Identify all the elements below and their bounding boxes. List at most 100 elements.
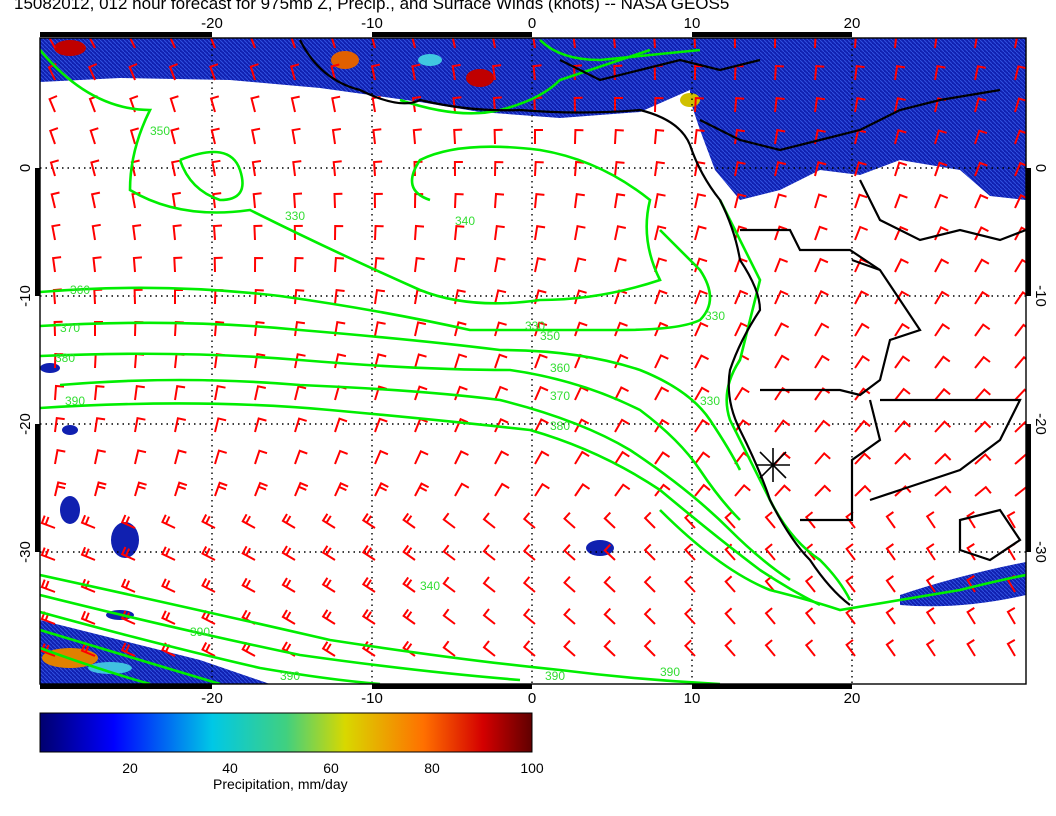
wind-barb [534, 450, 550, 465]
wind-barb [654, 193, 666, 209]
wind-barb [654, 160, 665, 177]
wind-barb [574, 483, 591, 497]
contour-line [40, 352, 741, 521]
wind-barb [50, 191, 60, 209]
wind-barb [294, 353, 306, 369]
wind-barb [294, 320, 306, 337]
wind-barb [374, 321, 386, 337]
wind-barb [334, 449, 348, 465]
wind-barb [90, 159, 100, 177]
wind-barb [482, 544, 496, 561]
wind-barb [209, 38, 216, 49]
wind-barb [90, 191, 101, 209]
wind-barb [966, 511, 976, 529]
wind-barb [94, 481, 107, 497]
contour-line [178, 150, 244, 202]
wind-barb [169, 95, 179, 113]
wind-barb [974, 355, 991, 369]
wind-barb [51, 223, 61, 241]
wind-barb [974, 97, 987, 113]
wind-barb [894, 129, 907, 145]
wind-barb [854, 290, 870, 305]
wind-barb [213, 256, 223, 273]
wind-barb [214, 385, 226, 401]
wind-barb [694, 289, 708, 305]
wind-barb [494, 321, 507, 337]
wind-barb [814, 257, 829, 273]
wind-barb [214, 320, 225, 337]
contour-label: 330 [525, 319, 545, 333]
precip-blob [586, 540, 614, 556]
wind-barb [250, 38, 256, 49]
wind-barb [482, 608, 496, 625]
wind-barb [134, 384, 145, 401]
wind-barb [694, 386, 710, 401]
wind-barb [120, 642, 136, 657]
wind-barb [133, 288, 143, 305]
wind-barb [321, 609, 336, 625]
wind-barb [654, 289, 668, 305]
wind-barb [534, 193, 545, 209]
wind-barb [134, 449, 147, 465]
wind-barb [643, 511, 656, 529]
lat-tick-label: -20 [17, 413, 34, 435]
wind-barb [482, 512, 496, 529]
wind-barb [845, 543, 856, 561]
wind-barb [453, 161, 463, 177]
country-border [869, 398, 1022, 502]
wind-barb [643, 575, 656, 593]
wind-barb [330, 38, 336, 49]
wind-barb [925, 511, 936, 529]
wind-barb [252, 192, 262, 209]
precip-blob [60, 496, 80, 524]
wind-barb [966, 639, 976, 657]
wind-barb [330, 63, 340, 81]
wind-barb [494, 385, 509, 401]
wind-barb [654, 418, 670, 433]
contour-label: 360 [550, 361, 570, 375]
lon-tick-label: 20 [844, 690, 861, 707]
wind-barb [361, 577, 376, 593]
wind-barb [294, 385, 307, 401]
contour-label: 390 [280, 669, 300, 683]
wind-barb [854, 97, 866, 113]
wind-barb [250, 95, 260, 113]
wind-barb [934, 129, 947, 145]
wind-barb [291, 127, 301, 145]
wind-barb [373, 160, 383, 177]
wind-barb [774, 322, 790, 337]
wind-barb [854, 322, 870, 337]
wind-barb [373, 192, 383, 209]
height-contours [40, 39, 1026, 684]
wind-barb [1014, 291, 1026, 305]
wind-barb [934, 161, 948, 177]
wind-barb [254, 385, 267, 401]
contour-label: 340 [420, 579, 440, 593]
wind-barb [814, 96, 826, 113]
wind-barb [894, 355, 911, 369]
colorbar-tick-label: 20 [122, 760, 138, 776]
country-border [740, 228, 881, 271]
wind-barb [94, 321, 103, 336]
wind-barb [814, 354, 830, 369]
wind-barb [764, 511, 776, 529]
wind-barb [281, 545, 296, 561]
wind-barb [614, 386, 629, 401]
wind-barb [814, 225, 828, 241]
wind-barb [925, 607, 936, 625]
wind-barb [845, 607, 856, 625]
wind-barb [814, 451, 831, 465]
wind-barb [48, 95, 58, 113]
wind-barb [374, 449, 389, 465]
lat-labels-right: 0 -10 -20 -30 [1032, 164, 1049, 563]
wind-barb [241, 577, 256, 593]
contour-label: 340 [455, 214, 475, 228]
wind-barb [814, 193, 828, 209]
wind-barb [603, 575, 616, 593]
lon-tick-label: -10 [361, 690, 383, 707]
wind-barb [934, 290, 950, 305]
wind-barb [1014, 161, 1026, 177]
wind-barb [174, 289, 183, 304]
wind-barb [774, 225, 788, 241]
wind-barb [654, 386, 670, 401]
